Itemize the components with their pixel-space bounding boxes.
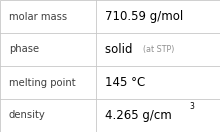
- Text: 4.265 g/cm: 4.265 g/cm: [104, 109, 171, 122]
- Text: solid: solid: [104, 43, 139, 56]
- Text: molar mass: molar mass: [9, 11, 67, 22]
- Text: phase: phase: [9, 44, 39, 55]
- Text: 3: 3: [189, 102, 194, 111]
- Text: density: density: [9, 110, 46, 121]
- Text: 145 °C: 145 °C: [104, 76, 145, 89]
- Text: 710.59 g/mol: 710.59 g/mol: [104, 10, 183, 23]
- Text: melting point: melting point: [9, 77, 75, 88]
- Text: (at STP): (at STP): [143, 45, 174, 54]
